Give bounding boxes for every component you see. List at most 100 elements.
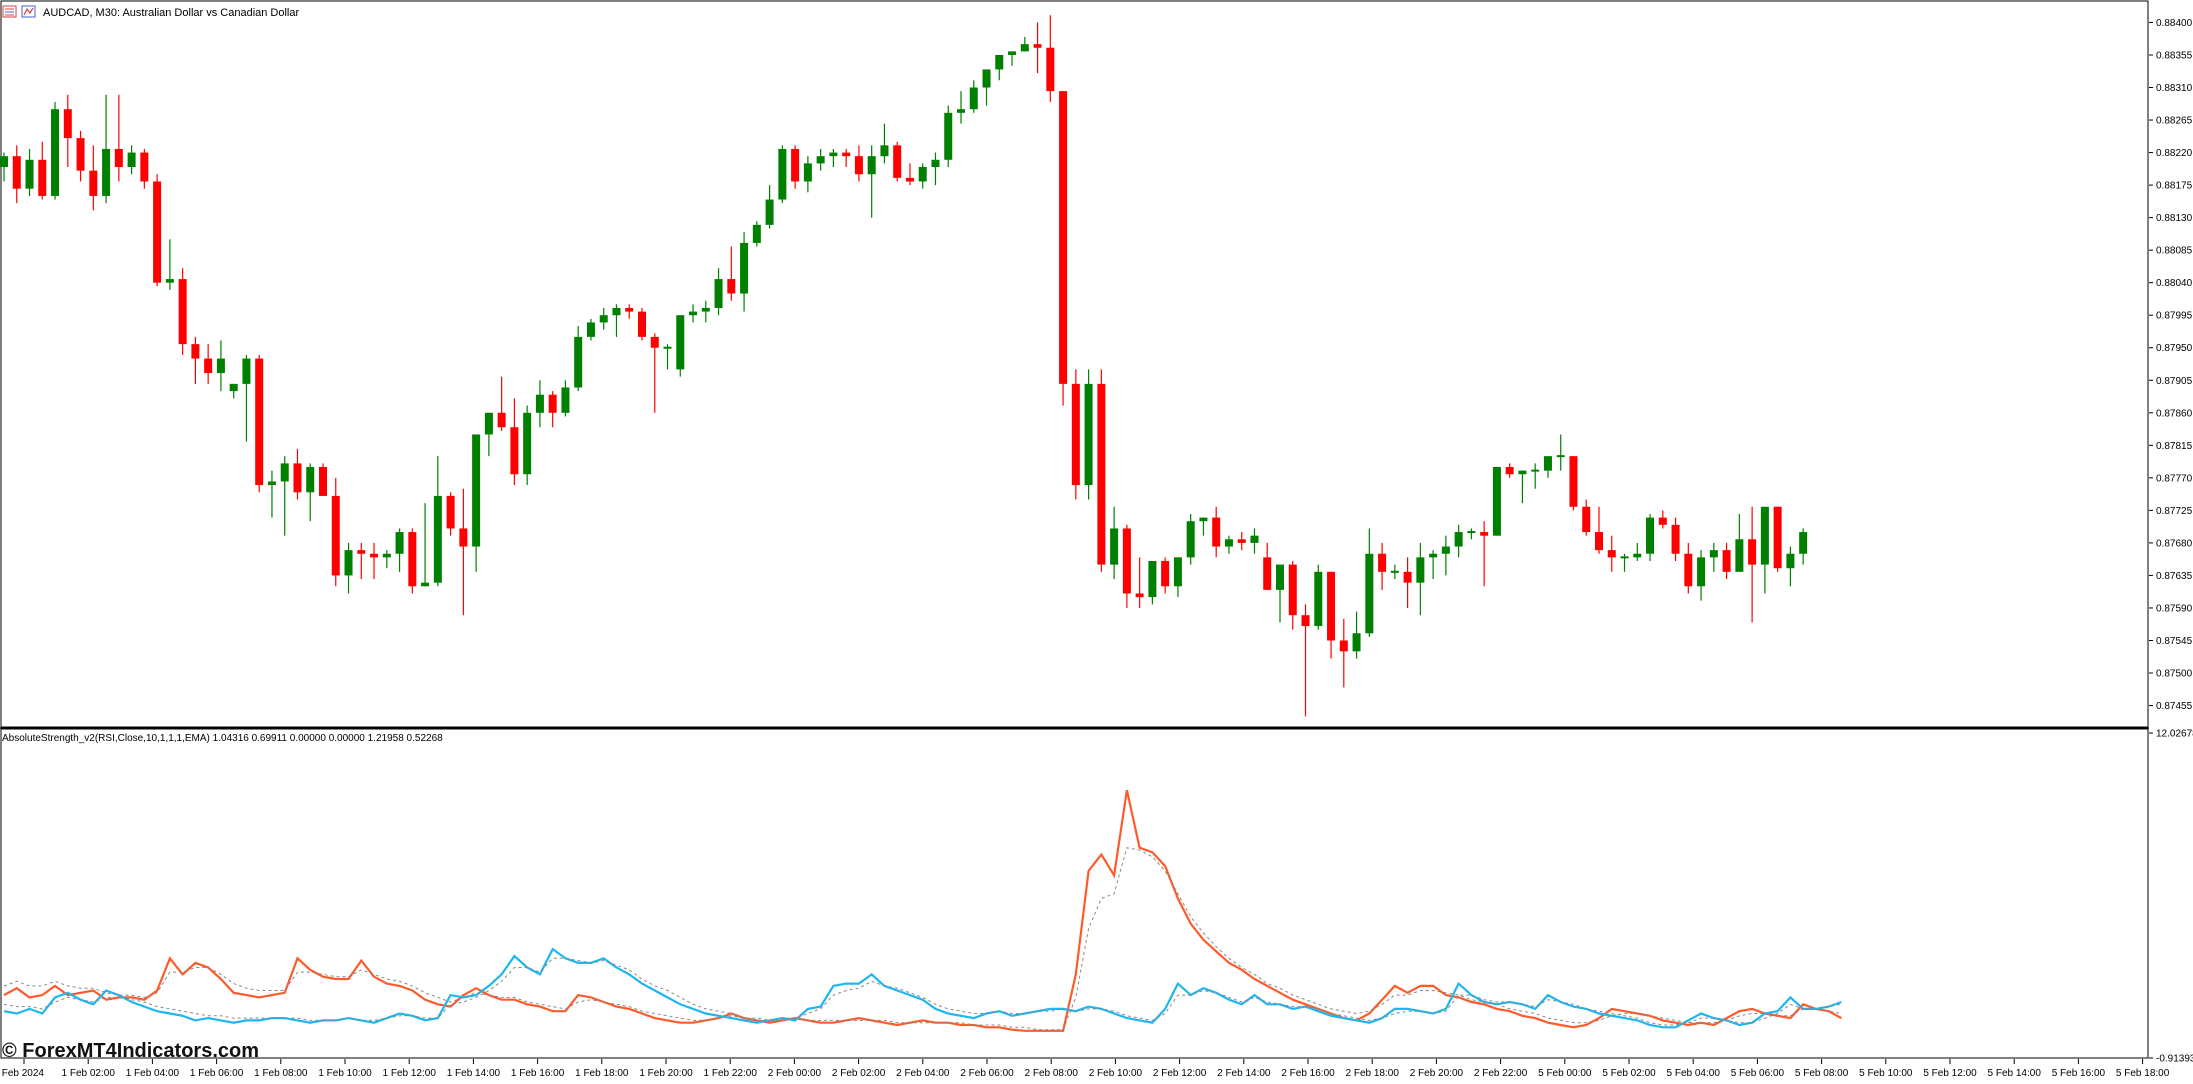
indicator-axis[interactable]: 12.02678 -0.91393 <box>2149 729 2193 1065</box>
candle <box>765 185 774 229</box>
candle-body <box>1008 51 1017 55</box>
candle-body <box>803 163 812 182</box>
candle-body <box>1148 560 1157 598</box>
price-axis[interactable]: 0.88400 0.88355 0.88310 0.88265 0.88220 0.881… <box>2149 18 2193 712</box>
candle-body <box>1378 553 1387 572</box>
candle-body <box>344 550 353 576</box>
candle-body <box>1607 550 1616 558</box>
candle <box>599 307 608 330</box>
candle-body <box>1633 553 1642 558</box>
time-tick-label: 1 Feb 10:00 <box>318 1068 372 1079</box>
candle-body <box>497 412 506 428</box>
price-tick-label: 0.87770 <box>2156 473 2193 484</box>
candle <box>191 336 200 384</box>
candle-body <box>944 112 953 160</box>
price-tick-label: 0.87950 <box>2156 343 2193 354</box>
candle <box>1378 542 1387 590</box>
candle-body <box>1760 506 1769 565</box>
candle <box>293 448 302 500</box>
indicator-lines-layer <box>3 789 1842 1032</box>
candle <box>1595 506 1603 554</box>
candle <box>1799 528 1808 565</box>
candle <box>51 101 60 200</box>
candle <box>459 488 468 616</box>
candle <box>1327 571 1336 659</box>
candle <box>1199 517 1208 536</box>
candle-body <box>1773 506 1782 569</box>
candle-body <box>306 467 315 493</box>
candle <box>38 141 47 200</box>
candle-body <box>740 242 749 294</box>
candle-body <box>638 311 646 337</box>
time-tick-label: 2 Feb 02:00 <box>832 1068 886 1079</box>
time-axis[interactable]: 1 Feb 2024 1 Feb 02:00 1 Feb 04:00 1 Feb 06… <box>0 1059 2170 1079</box>
candle-body <box>472 434 481 547</box>
candle <box>1429 550 1438 580</box>
candle-body <box>319 467 327 496</box>
candle <box>331 477 340 587</box>
candle-body <box>854 156 863 175</box>
chart-menu-icon[interactable] <box>2 5 17 18</box>
candle-body <box>1084 383 1093 486</box>
time-tick-label: 5 Feb 10:00 <box>1859 1068 1913 1079</box>
candle-body <box>242 358 251 384</box>
candle <box>1276 564 1284 623</box>
candle <box>918 163 927 189</box>
candle <box>1697 550 1706 601</box>
candle-body <box>778 148 787 200</box>
candle <box>497 376 506 431</box>
indicator-frame <box>0 728 2149 1059</box>
candle <box>1760 506 1769 594</box>
price-tick-label: 0.87455 <box>2156 701 2193 712</box>
price-tick-label: 0.87545 <box>2156 636 2193 647</box>
price-tick-label: 0.87815 <box>2156 441 2193 452</box>
candle-body <box>153 181 162 283</box>
chart-title: AUDCAD, M30: Australian Dollar vs Canadi… <box>43 7 299 19</box>
candle <box>548 391 557 428</box>
price-tick-label: 0.87725 <box>2156 506 2193 517</box>
candle-body <box>1454 532 1463 547</box>
candle <box>1314 564 1323 630</box>
time-tick-label: 5 Feb 16:00 <box>2052 1068 2106 1079</box>
candle-body <box>421 582 430 587</box>
candle <box>1250 528 1259 554</box>
candle <box>319 463 327 496</box>
candle-body <box>1403 571 1412 583</box>
candle-body <box>1722 550 1731 572</box>
candle-body <box>791 148 800 182</box>
candle <box>1390 564 1399 580</box>
candle <box>854 145 863 182</box>
price-tick-label: 0.88040 <box>2156 278 2193 289</box>
candle <box>842 148 851 168</box>
candle-body <box>931 159 940 168</box>
candle-body <box>63 109 72 139</box>
candle-body <box>331 495 340 576</box>
candle-body <box>1416 557 1425 583</box>
candle <box>1671 517 1680 561</box>
candle-body <box>701 307 710 312</box>
candle <box>1237 532 1246 551</box>
time-tick-label: 2 Feb 08:00 <box>1025 1068 1079 1079</box>
candle <box>1441 535 1450 576</box>
candle-body <box>1033 44 1042 48</box>
candle <box>778 145 787 204</box>
price-tick-label: 0.88175 <box>2156 181 2193 192</box>
candle <box>931 152 940 186</box>
candle-body <box>1735 539 1744 572</box>
candle-body <box>880 145 889 157</box>
candle <box>612 304 621 337</box>
time-tick-label: 1 Feb 22:00 <box>704 1068 758 1079</box>
candle <box>663 344 672 370</box>
candle <box>1722 542 1731 580</box>
indicator-icon[interactable] <box>21 5 36 18</box>
candle <box>433 456 442 587</box>
candle-body <box>1276 564 1284 590</box>
candle <box>510 398 519 486</box>
candle-body <box>1237 539 1246 543</box>
candle <box>880 123 889 164</box>
time-tick-label: 2 Feb 04:00 <box>896 1068 950 1079</box>
candle <box>242 354 251 442</box>
candle <box>1161 557 1170 594</box>
candle-body <box>484 412 493 435</box>
